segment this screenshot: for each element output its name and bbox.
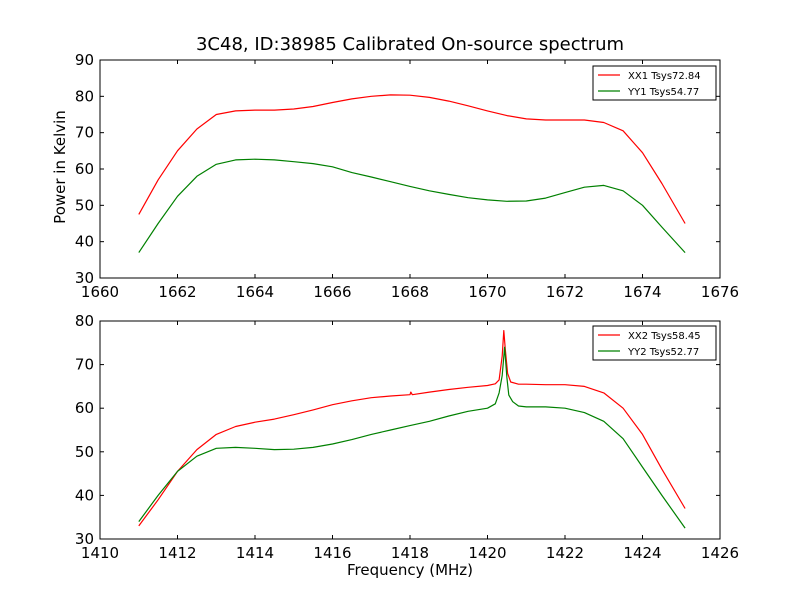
- subplot-2: 1410 1412 1414 1416 1418 1420 1422 1424 1426 30 40…: [75, 312, 739, 562]
- y-tick-label: 90: [75, 51, 94, 69]
- y-tick-label: 70: [75, 124, 94, 142]
- y-tick-label: 50: [75, 196, 94, 214]
- x-tick-label: 1662: [158, 283, 196, 301]
- legend: XX2 Tsys58.45 YY2 Tsys52.77: [592, 325, 717, 361]
- x-tick-label: 1676: [701, 283, 739, 301]
- y-tick-label: 50: [75, 443, 94, 461]
- series-line-2: [138, 158, 686, 254]
- y-tick-label: 80: [75, 87, 94, 105]
- x-tick-label: 1414: [236, 544, 274, 562]
- x-tick-label: 1672: [546, 283, 584, 301]
- x-tick-label: 1664: [236, 283, 274, 301]
- legend-box: [592, 65, 717, 101]
- x-tick-label: 1422: [546, 544, 584, 562]
- x-tick-label: 1666: [313, 283, 351, 301]
- x-tick-label: 1668: [391, 283, 429, 301]
- y-tick-label: 40: [75, 486, 94, 504]
- subplot-1: 1660 1662 1664 1666 1668 1670 1672 1674 1676 30 40…: [75, 51, 739, 301]
- chart-title: 3C48, ID:38985 Calibrated On-source spec…: [195, 34, 625, 55]
- x-tick-label: 1674: [623, 283, 661, 301]
- legend-label: YY2 Tsys52.77: [627, 347, 699, 358]
- x-axis-label: Frequency (MHz): [346, 561, 474, 579]
- x-tick-label: 1410: [81, 544, 119, 562]
- legend-label: XX2 Tsys58.45: [628, 331, 701, 342]
- y-tick-label: 30: [75, 269, 94, 287]
- x-tick-label: 1416: [313, 544, 351, 562]
- y-tick-label: 30: [75, 530, 94, 548]
- x-tick-label: 1426: [701, 544, 739, 562]
- legend-label: YY1 Tsys54.77: [627, 87, 699, 98]
- x-tick-label: 1424: [623, 544, 661, 562]
- series-line-1: [138, 330, 686, 527]
- x-tick-label: 1670: [468, 283, 506, 301]
- x-tick-label: 1412: [158, 544, 196, 562]
- y-tick-label: 60: [75, 160, 94, 178]
- legend: XX1 Tsys72.84 YY1 Tsys54.77: [592, 65, 717, 101]
- x-tick-label: 1420: [468, 544, 506, 562]
- y-tick-label: 60: [75, 399, 94, 417]
- y-tick-label: 70: [75, 356, 94, 374]
- x-tick-label: 1660: [81, 283, 119, 301]
- legend-box: [592, 325, 717, 361]
- series-line-1: [138, 94, 686, 224]
- y-tick-label: 40: [75, 233, 94, 251]
- series-line-2: [138, 346, 686, 529]
- y-tick-label: 80: [75, 312, 94, 330]
- legend-label: XX1 Tsys72.84: [628, 71, 701, 82]
- x-tick-label: 1418: [391, 544, 429, 562]
